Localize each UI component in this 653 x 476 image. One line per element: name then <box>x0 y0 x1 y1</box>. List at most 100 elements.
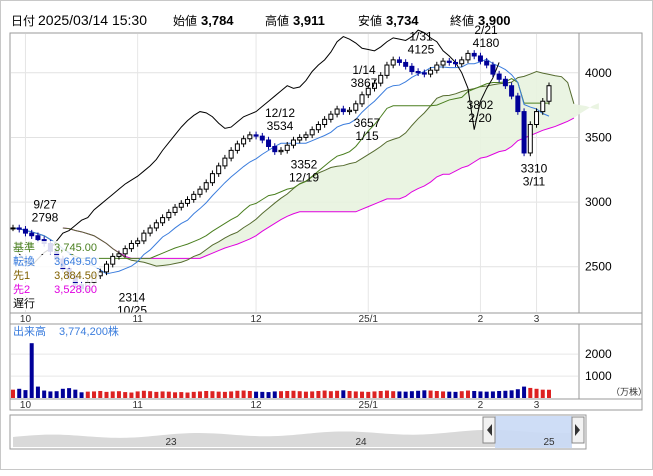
volume-bar <box>23 390 28 398</box>
candle-body <box>147 227 153 234</box>
volume-bar <box>335 390 340 398</box>
navigator-year-label: 23 <box>165 437 177 448</box>
candle-body <box>172 206 178 213</box>
cloud-area <box>62 71 599 267</box>
volume-label: 出来高 <box>13 324 46 338</box>
volume-bar <box>297 391 302 398</box>
annotation-line2: 3/11 <box>523 174 546 188</box>
candle-body <box>371 82 377 89</box>
candle-body <box>509 85 515 97</box>
volume-bar <box>247 390 252 398</box>
volume-bar <box>272 391 277 398</box>
volume-bar <box>447 391 452 398</box>
candle-body <box>29 232 35 237</box>
volume-bar <box>29 343 34 398</box>
navigator-year-label: 25 <box>543 437 555 448</box>
volume-bar <box>403 391 408 398</box>
volume-bar <box>328 391 333 398</box>
candle-body <box>428 69 434 75</box>
volume-bar <box>197 391 202 398</box>
candle-body <box>378 74 384 84</box>
volume-bar <box>409 391 414 398</box>
chikou-line <box>12 29 500 267</box>
candle-body <box>334 108 340 115</box>
month-tick-label: 12 <box>251 314 263 325</box>
volume-bar <box>303 391 308 398</box>
volume-bar <box>366 391 371 398</box>
volume-bar <box>229 391 234 398</box>
volume-bar <box>42 390 47 398</box>
annotation-line2: 4180 <box>473 36 500 50</box>
price-tick-label: 4000 <box>585 66 612 80</box>
volume-bar <box>422 390 427 398</box>
candle-body <box>434 64 440 71</box>
volume-bar <box>135 391 140 398</box>
volume-bar <box>384 390 389 398</box>
legend-value: 3,745.00 <box>54 242 97 254</box>
volume-bar <box>540 389 545 398</box>
chevron-left-icon <box>487 424 492 436</box>
candle-body <box>340 108 346 113</box>
volume-bar <box>48 391 53 398</box>
ichimoku-legend: 基準 3,745.00 転換 3,649.50 先1 3,884.50 先2 3,528.00… <box>11 240 99 310</box>
candle-body <box>234 143 240 151</box>
candle-body <box>465 52 471 61</box>
candle-body <box>459 59 465 65</box>
candle-body <box>222 157 228 167</box>
volume-bar <box>116 391 121 398</box>
candle-body <box>259 135 265 141</box>
candle-body <box>191 193 197 201</box>
volume-month-tick-label: 25/1 <box>359 400 379 411</box>
volume-bar <box>465 390 470 398</box>
annotation-line1: 3657 <box>354 116 381 130</box>
navigator-right-handle[interactable] <box>571 416 585 444</box>
annotation-line2: 4125 <box>408 42 435 56</box>
legend-bg <box>11 255 99 268</box>
candle-body <box>546 85 552 102</box>
price-tick-label: 3000 <box>585 195 612 209</box>
candle-body <box>409 65 415 72</box>
volume-bar <box>347 390 352 398</box>
annotation-line2: 3534 <box>267 119 294 133</box>
candle-body <box>241 138 247 145</box>
volume-tick-label: 2000 <box>585 347 612 361</box>
legend-bg <box>11 283 99 296</box>
volume-tick-label: 1000 <box>585 369 612 383</box>
volume-bar <box>503 390 508 398</box>
volume-bar <box>204 390 209 398</box>
volume-bar <box>515 389 520 398</box>
annotation-line2: 1/15 <box>355 129 379 143</box>
volume-bar <box>173 392 178 398</box>
annotation-line1: 2/21 <box>474 23 498 37</box>
open-value: 3,784 <box>201 13 234 28</box>
volume-month-tick-label: 2 <box>478 400 484 411</box>
candle-body <box>328 113 334 120</box>
ohlc-header: 日付 2025/03/14 15:30 始値 3,784 高値 3,911 安値… <box>11 12 511 28</box>
candle-body <box>502 78 508 87</box>
volume-month-tick-label: 10 <box>20 400 32 411</box>
legend-bg <box>11 241 99 254</box>
candle-body <box>178 202 184 208</box>
month-axis: 10 11 12 25/1 2 3 <box>20 314 540 325</box>
annotation-line1: 3802 <box>467 98 494 112</box>
candle-body <box>153 222 159 229</box>
volume-bar <box>260 391 265 398</box>
volume-bar <box>241 390 246 398</box>
price-axis: 4000 3500 3000 2500 <box>585 66 612 274</box>
legend-bg <box>11 297 35 310</box>
legend-label: 転換 <box>13 255 35 268</box>
candle-body <box>396 59 402 63</box>
volume-month-axis: 10 11 12 25/1 2 3 <box>20 400 540 411</box>
volume-bar <box>428 390 433 398</box>
high-label: 高値 <box>265 13 289 28</box>
volume-bar <box>378 390 383 398</box>
volume-bar <box>310 391 315 398</box>
volume-bar <box>547 389 551 398</box>
candle-body <box>203 182 209 190</box>
navigator-left-handle[interactable] <box>482 416 496 444</box>
volume-bar <box>60 388 65 398</box>
month-tick-label: 25/1 <box>359 314 379 325</box>
volume-bar <box>98 390 103 398</box>
candle-body <box>359 94 365 105</box>
